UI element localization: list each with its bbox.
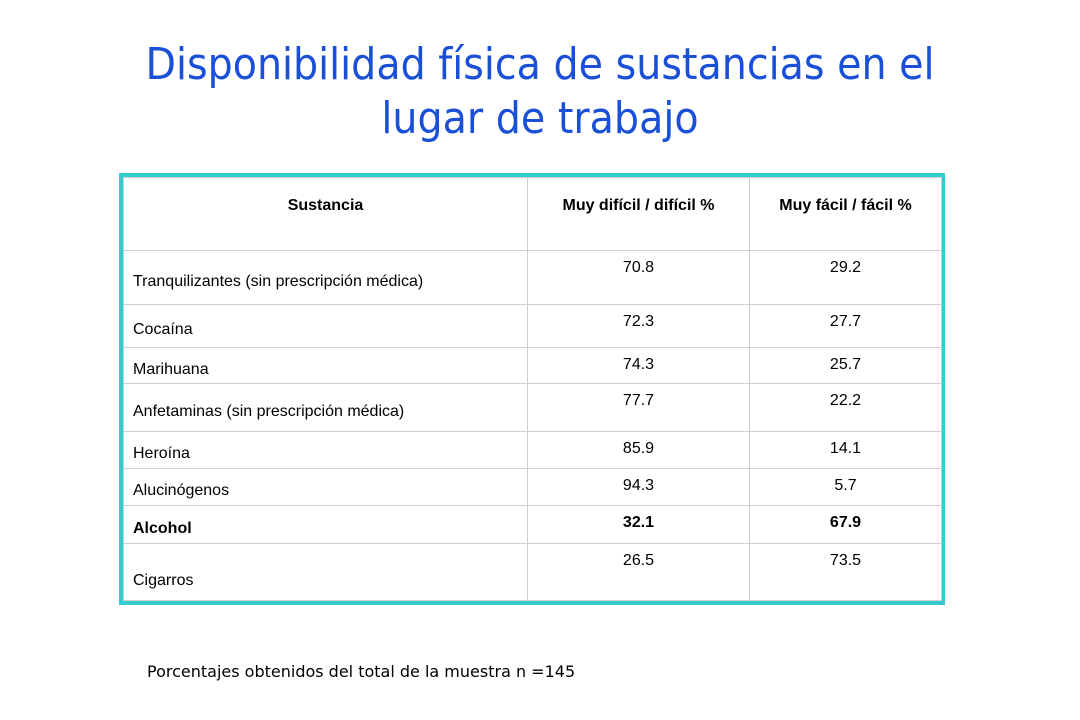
header-sustancia: Sustancia bbox=[123, 177, 528, 251]
slide-title: Disponibilidad física de sustancias en e… bbox=[145, 39, 935, 144]
cell-dificil: 94.3 bbox=[527, 468, 750, 506]
cell-sustancia: Alcohol bbox=[123, 505, 528, 544]
table-row: Anfetaminas (sin prescripción médica) 77… bbox=[123, 383, 942, 432]
substance-table: Sustancia Muy difícil / difícil % Muy fá… bbox=[123, 177, 942, 601]
cell-sustancia: Heroína bbox=[123, 431, 528, 469]
cell-facil: 22.2 bbox=[749, 383, 942, 432]
cell-facil: 25.7 bbox=[749, 347, 942, 384]
cell-sustancia: Alucinógenos bbox=[123, 468, 528, 506]
cell-facil: 14.1 bbox=[749, 431, 942, 469]
cell-dificil: 70.8 bbox=[527, 250, 750, 305]
cell-dificil: 77.7 bbox=[527, 383, 750, 432]
table-row: Heroína 85.9 14.1 bbox=[123, 431, 942, 469]
substance-table-frame: Sustancia Muy difícil / difícil % Muy fá… bbox=[119, 173, 945, 605]
cell-dificil: 85.9 bbox=[527, 431, 750, 469]
table-row: Cigarros 26.5 73.5 bbox=[123, 543, 942, 601]
cell-facil: 27.7 bbox=[749, 304, 942, 348]
cell-facil: 67.9 bbox=[749, 505, 942, 544]
cell-facil: 73.5 bbox=[749, 543, 942, 601]
cell-dificil: 26.5 bbox=[527, 543, 750, 601]
cell-sustancia: Cocaína bbox=[123, 304, 528, 348]
cell-sustancia: Tranquilizantes (sin prescripción médica… bbox=[123, 250, 528, 305]
table-row: Cocaína 72.3 27.7 bbox=[123, 304, 942, 348]
header-muy-facil: Muy fácil / fácil % bbox=[749, 177, 942, 251]
cell-dificil: 72.3 bbox=[527, 304, 750, 348]
cell-facil: 29.2 bbox=[749, 250, 942, 305]
header-muy-dificil: Muy difícil / difícil % bbox=[527, 177, 750, 251]
cell-sustancia: Anfetaminas (sin prescripción médica) bbox=[123, 383, 528, 432]
table-row: Tranquilizantes (sin prescripción médica… bbox=[123, 250, 942, 305]
cell-dificil: 32.1 bbox=[527, 505, 750, 544]
table-row: Marihuana 74.3 25.7 bbox=[123, 347, 942, 384]
sample-footnote: Porcentajes obtenidos del total de la mu… bbox=[147, 662, 576, 681]
cell-facil: 5.7 bbox=[749, 468, 942, 506]
table-row: Alcohol 32.1 67.9 bbox=[123, 505, 942, 544]
table-row: Alucinógenos 94.3 5.7 bbox=[123, 468, 942, 506]
cell-sustancia: Marihuana bbox=[123, 347, 528, 384]
cell-dificil: 74.3 bbox=[527, 347, 750, 384]
table-header-row: Sustancia Muy difícil / difícil % Muy fá… bbox=[123, 177, 942, 251]
cell-sustancia: Cigarros bbox=[123, 543, 528, 601]
